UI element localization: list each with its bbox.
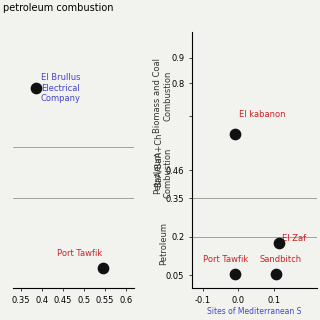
Text: El Brullus
Electrical
Company: El Brullus Electrical Company <box>41 73 81 103</box>
Text: Sandbitch: Sandbitch <box>260 255 302 264</box>
Y-axis label: BaA/BaA+Ch: BaA/BaA+Ch <box>154 133 163 187</box>
Text: El Zaf: El Zaf <box>282 234 306 243</box>
Text: El kabanon: El kabanon <box>239 110 285 119</box>
Text: Biomass and Coal
Combustion: Biomass and Coal Combustion <box>154 59 173 133</box>
Text: Petroleum: Petroleum <box>159 222 168 265</box>
Point <box>232 132 237 137</box>
Point <box>273 271 278 276</box>
Point <box>232 271 237 276</box>
Text: Port Tawfik: Port Tawfik <box>57 249 102 258</box>
Point <box>33 86 38 91</box>
Text: petroleum combustion: petroleum combustion <box>3 3 114 13</box>
Text: Petroleum
Combustion: Petroleum Combustion <box>154 148 173 198</box>
X-axis label: Sites of Mediterranean S: Sites of Mediterranean S <box>207 308 301 316</box>
Point <box>100 265 106 270</box>
Text: Port Tawfik: Port Tawfik <box>203 255 248 264</box>
Point <box>277 241 282 246</box>
